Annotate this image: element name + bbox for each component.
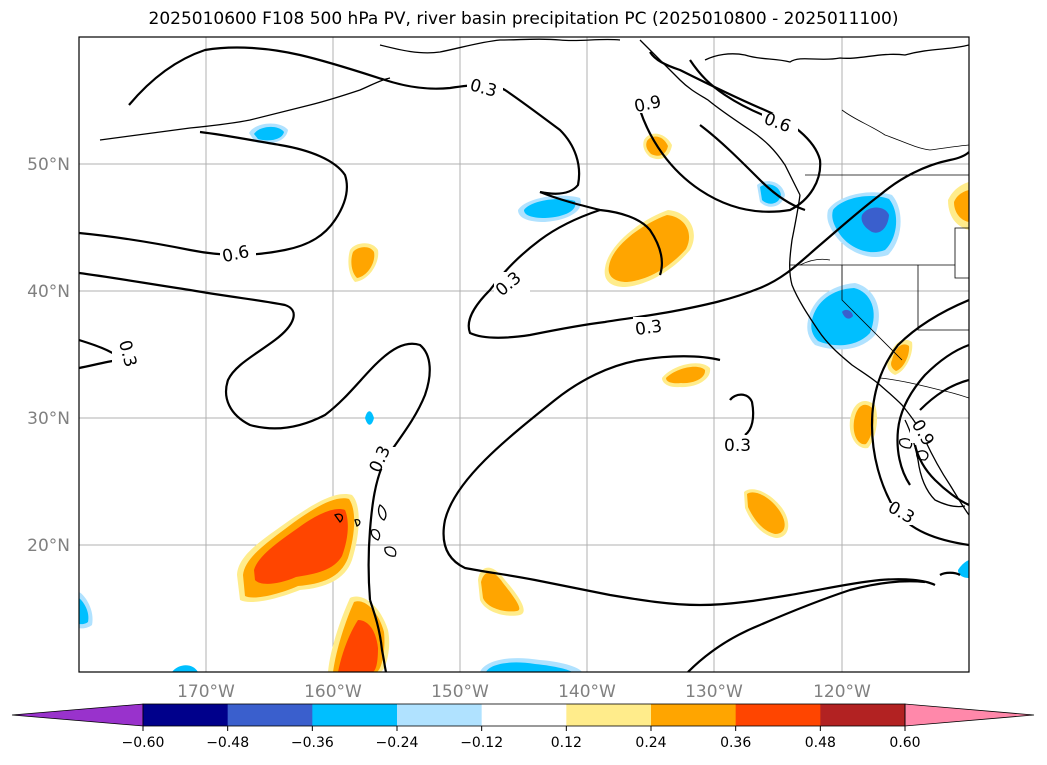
lon-label: 160°W bbox=[304, 682, 362, 702]
precip-positive-region bbox=[954, 190, 969, 222]
precip-shading bbox=[79, 123, 969, 672]
longitude-labels: 170°W 160°W 150°W 140°W 130°W 120°W bbox=[177, 682, 871, 702]
lat-label: 40°N bbox=[27, 282, 70, 302]
precip-positive-region bbox=[747, 492, 785, 534]
colorbar-swatch bbox=[143, 704, 229, 726]
lon-label: 170°W bbox=[177, 682, 235, 702]
lon-label: 150°W bbox=[431, 682, 489, 702]
colorbar-swatches bbox=[11, 703, 1035, 727]
lon-label: 130°W bbox=[685, 682, 743, 702]
lat-label: 30°N bbox=[27, 409, 70, 429]
lon-label: 140°W bbox=[558, 682, 616, 702]
colorbar-tick-label: 0.24 bbox=[635, 735, 666, 751]
lon-label: 120°W bbox=[813, 682, 871, 702]
colorbar-swatch bbox=[651, 704, 737, 726]
colorbar-tick-label: −0.24 bbox=[376, 735, 419, 751]
colorbar-swatch bbox=[566, 704, 652, 726]
colorbar-outline bbox=[142, 703, 906, 727]
precip-positive-region bbox=[481, 572, 520, 612]
precip-positive-region bbox=[351, 247, 375, 278]
precip-positive-region bbox=[608, 215, 690, 282]
colorbar-tick-label: 0.48 bbox=[805, 735, 836, 751]
colorbar-swatch bbox=[481, 704, 567, 726]
precip-positive-region bbox=[666, 366, 706, 384]
contour-labels: 0.3 0.9 0.6 0.6 0.3 0.3 0.3 0.3 0.3 0.3 … bbox=[112, 75, 940, 528]
colorbar: −0.60 −0.48 −0.36 −0.24 −0.12 0.12 0.24 0.36 0.4… bbox=[11, 703, 1035, 751]
coastlines bbox=[99, 38, 969, 557]
precip-positive-region bbox=[338, 620, 378, 672]
colorbar-swatch bbox=[820, 704, 906, 726]
precip-negative-region bbox=[811, 288, 874, 346]
colorbar-ticks: −0.60 −0.48 −0.36 −0.24 −0.12 0.12 0.24 0.36 0.4… bbox=[122, 726, 921, 751]
colorbar-swatch bbox=[735, 704, 821, 726]
colorbar-extend-min bbox=[11, 703, 144, 727]
lat-label: 50°N bbox=[27, 155, 70, 175]
colorbar-tick-label: −0.48 bbox=[206, 735, 249, 751]
lat-label: 20°N bbox=[27, 536, 70, 556]
precip-positive-region bbox=[853, 404, 874, 445]
precip-negative-region bbox=[524, 199, 576, 218]
precip-negative-region bbox=[486, 662, 572, 672]
colorbar-tick-label: 0.36 bbox=[720, 735, 751, 751]
precip-negative-region bbox=[365, 411, 374, 425]
colorbar-swatch bbox=[227, 704, 313, 726]
precip-negative-region bbox=[842, 309, 853, 319]
precip-positive-region bbox=[254, 509, 348, 584]
precip-negative-region bbox=[254, 126, 284, 141]
contour-label: 0.3 bbox=[634, 317, 664, 341]
colorbar-tick-label: −0.12 bbox=[460, 735, 503, 751]
colorbar-extend-max bbox=[904, 703, 1035, 727]
colorbar-tick-label: −0.36 bbox=[291, 735, 334, 751]
colorbar-tick-label: 0.12 bbox=[551, 735, 582, 751]
colorbar-tick-label: −0.60 bbox=[122, 735, 165, 751]
colorbar-swatch bbox=[312, 704, 398, 726]
precip-negative-region bbox=[861, 207, 889, 233]
precip-negative-region bbox=[760, 184, 781, 204]
map-title: 2025010600 F108 500 hPa PV, river basin … bbox=[148, 9, 899, 29]
colorbar-swatch bbox=[397, 704, 483, 726]
precip-negative-region bbox=[79, 598, 89, 625]
colorbar-tick-label: 0.60 bbox=[889, 735, 920, 751]
latitude-labels: 50°N 40°N 30°N 20°N bbox=[27, 155, 70, 556]
precip-negative-region bbox=[958, 560, 969, 578]
political-borders bbox=[790, 109, 969, 399]
precip-negative-region bbox=[172, 665, 198, 672]
contour-label: 0.3 bbox=[724, 436, 751, 456]
map-background bbox=[79, 37, 969, 672]
map-frame bbox=[78, 36, 970, 673]
